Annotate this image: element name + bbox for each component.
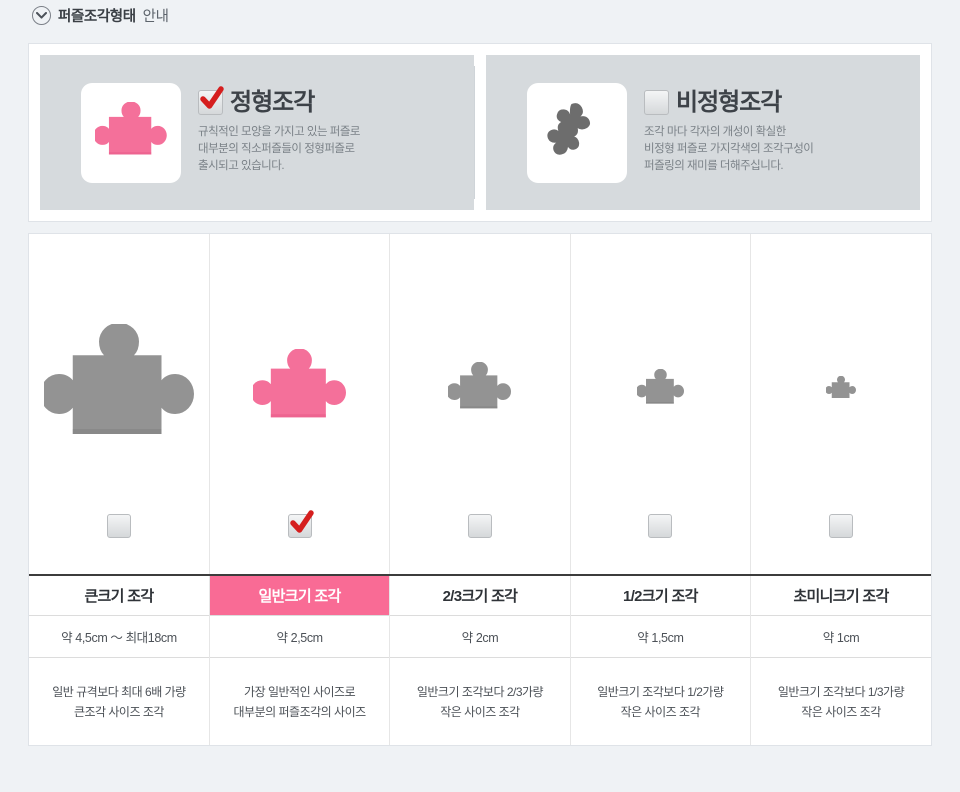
piece-type-checkbox-regular[interactable] xyxy=(198,86,224,115)
size-preview-cell-normal[interactable] xyxy=(208,234,390,576)
chevron-down-circle-icon xyxy=(32,5,51,25)
puzzle-piece-icon xyxy=(210,264,389,514)
table-row-previews xyxy=(29,234,931,576)
size-note-normal: 가장 일반적인 사이즈로 대부분의 퍼즐조각의 사이즈 xyxy=(208,657,390,745)
size-checkbox-wrap-large xyxy=(29,514,209,544)
table-row-notes: 일반 규격보다 최대 6배 가량 큰조각 사이즈 조각 가장 일반적인 사이즈로… xyxy=(29,657,931,745)
size-dimension-half: 약 1,5cm xyxy=(569,614,751,658)
puzzle-piece-irregular-gray-icon xyxy=(526,82,627,183)
size-note-large: 일반 규격보다 최대 6배 가량 큰조각 사이즈 조각 xyxy=(29,657,210,745)
size-dimension-large: 약 4,5cm ～ 최대18cm xyxy=(29,614,210,658)
piece-type-title-regular: 정형조각 xyxy=(230,88,315,116)
size-preview-cell-two-thirds[interactable] xyxy=(389,234,571,576)
size-checkbox-two-thirds[interactable] xyxy=(467,514,492,539)
panel-divider xyxy=(474,66,475,199)
puzzle-piece-icon xyxy=(29,264,209,514)
page-title-strong: 퍼즐조각형태 xyxy=(58,8,136,25)
size-name-half[interactable]: 1/2크기 조각 xyxy=(569,574,751,616)
piece-type-title-irregular: 비정형조각 xyxy=(675,88,782,116)
size-preview-cell-half[interactable] xyxy=(569,234,751,576)
size-checkbox-normal[interactable] xyxy=(287,510,314,539)
size-dimension-normal: 약 2,5cm xyxy=(208,614,390,658)
size-checkbox-wrap-normal xyxy=(210,510,389,544)
piece-type-text-regular: 정형조각 규칙적인 모양을 가지고 있는 퍼즐로 대부분의 직소퍼즐들이 정형퍼… xyxy=(198,86,360,175)
piece-size-card: 큰크기 조각 일반크기 조각 2/3크기 조각 1/2크기 조각 초미니크기 조… xyxy=(28,233,932,746)
size-note-ultra-mini: 일반크기 조각보다 1/3가량 작은 사이즈 조각 xyxy=(750,657,931,745)
size-checkbox-wrap-ultra-mini xyxy=(751,514,931,544)
size-dimension-ultra-mini: 약 1cm xyxy=(750,614,931,658)
check-mark-icon xyxy=(286,507,317,543)
size-preview-cell-large[interactable] xyxy=(29,234,209,575)
page-title-light: 안내 xyxy=(142,8,169,25)
puzzle-piece-pink-icon xyxy=(81,82,181,183)
size-dimension-two-thirds: 약 2cm xyxy=(389,614,571,658)
size-checkbox-ultra-mini[interactable] xyxy=(829,514,854,539)
size-checkbox-wrap-two-thirds xyxy=(390,514,569,544)
piece-type-desc-irregular: 조각 마다 각자의 개성이 확실한 비정형 퍼즐로 가지각색의 조각구성이 퍼즐… xyxy=(643,126,814,172)
piece-type-option-regular[interactable]: 정형조각 규칙적인 모양을 가지고 있는 퍼즐로 대부분의 직소퍼즐들이 정형퍼… xyxy=(40,55,474,210)
size-note-two-thirds: 일반크기 조각보다 2/3가량 작은 사이즈 조각 xyxy=(389,657,571,745)
size-name-two-thirds[interactable]: 2/3크기 조각 xyxy=(389,574,571,616)
size-checkbox-half[interactable] xyxy=(648,514,673,539)
piece-type-checkbox-irregular[interactable] xyxy=(643,90,669,115)
size-name-normal[interactable]: 일반크기 조각 xyxy=(208,574,390,616)
size-name-ultra-mini[interactable]: 초미니크기 조각 xyxy=(750,574,931,616)
page-header: 퍼즐조각형태 안내 xyxy=(0,0,960,30)
puzzle-piece-icon xyxy=(751,264,931,514)
piece-type-desc-regular: 규칙적인 모양을 가지고 있는 퍼즐로 대부분의 직소퍼즐들이 정형퍼즐로 출시… xyxy=(198,126,360,172)
piece-type-card: 정형조각 규칙적인 모양을 가지고 있는 퍼즐로 대부분의 직소퍼즐들이 정형퍼… xyxy=(28,43,932,222)
size-checkbox-wrap-half xyxy=(571,514,750,544)
size-note-half: 일반크기 조각보다 1/2가량 작은 사이즈 조각 xyxy=(569,657,751,745)
piece-type-text-irregular: 비정형조각 조각 마다 각자의 개성이 확실한 비정형 퍼즐로 가지각색의 조각… xyxy=(643,88,814,175)
puzzle-piece-icon xyxy=(571,264,750,514)
size-preview-cell-ultra-mini[interactable] xyxy=(750,234,931,576)
check-mark-icon xyxy=(196,83,227,119)
size-name-large[interactable]: 큰크기 조각 xyxy=(29,574,210,616)
size-checkbox-large[interactable] xyxy=(106,514,131,539)
piece-type-option-irregular[interactable]: 비정형조각 조각 마다 각자의 개성이 확실한 비정형 퍼즐로 가지각색의 조각… xyxy=(485,55,920,210)
table-row-dimensions: 약 4,5cm ～ 최대18cm 약 2,5cm 약 2cm 약 1,5cm 약… xyxy=(29,614,931,658)
puzzle-piece-icon xyxy=(390,264,569,514)
table-row-names: 큰크기 조각 일반크기 조각 2/3크기 조각 1/2크기 조각 초미니크기 조… xyxy=(29,574,931,616)
piece-size-table: 큰크기 조각 일반크기 조각 2/3크기 조각 1/2크기 조각 초미니크기 조… xyxy=(29,234,931,745)
